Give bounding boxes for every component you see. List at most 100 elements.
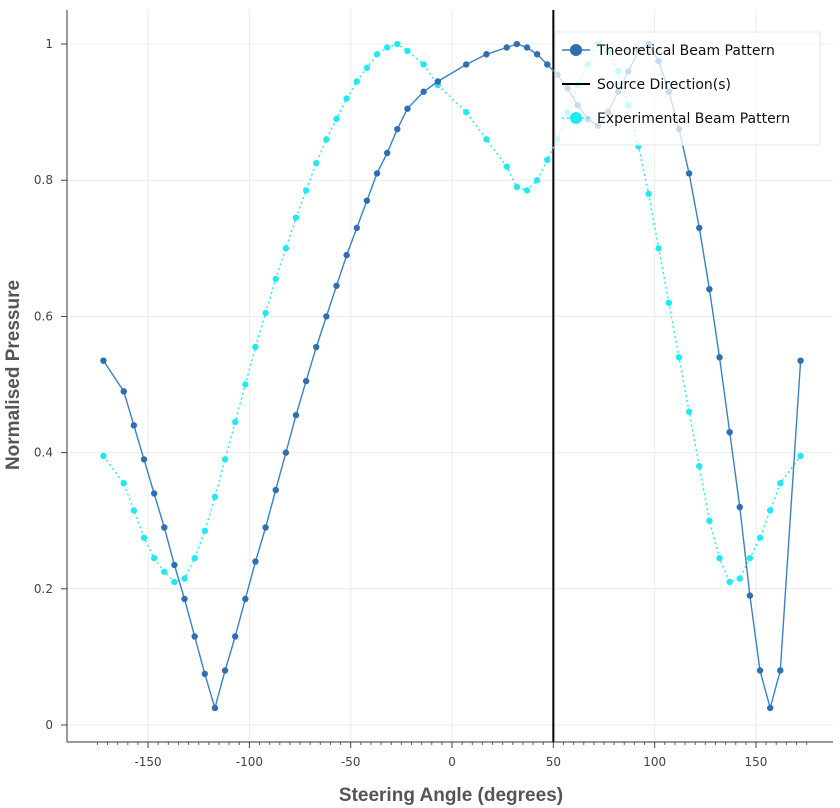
theoretical-point (544, 61, 551, 68)
theoretical-point (483, 51, 490, 58)
experimental-point (665, 299, 673, 306)
theoretical-point (130, 422, 138, 429)
y-axis-label: Normalised Pressure (3, 280, 24, 470)
experimental-point (503, 163, 510, 170)
theoretical-point (685, 170, 693, 177)
experimental-point (302, 187, 310, 194)
x-tick-label: 50 (546, 755, 561, 769)
experimental-point (513, 183, 521, 191)
experimental-point (685, 408, 693, 415)
x-tick-label: 100 (643, 755, 666, 769)
experimental-point (120, 480, 127, 487)
theoretical-point (292, 411, 300, 419)
experimental-point (544, 156, 551, 164)
theoretical-point (523, 44, 531, 51)
experimental-point (756, 534, 764, 541)
experimental-point (394, 40, 401, 48)
experimental-point (221, 456, 229, 463)
experimental-point (675, 354, 683, 361)
experimental-series (100, 40, 804, 586)
experimental-point (343, 95, 350, 102)
theoretical-point (726, 428, 733, 436)
experimental-point (323, 136, 330, 143)
experimental-point (171, 578, 178, 586)
theoretical-point (150, 490, 158, 497)
theoretical-point (323, 313, 330, 320)
experimental-point (191, 554, 198, 562)
experimental-point (726, 578, 733, 586)
experimental-point (746, 554, 754, 562)
legend-experimental-label: Experimental Beam Pattern (597, 111, 790, 127)
theoretical-point (211, 704, 219, 712)
theoretical-point (120, 388, 127, 395)
theoretical-point (434, 78, 442, 85)
theoretical-point (171, 561, 178, 569)
axes (61, 10, 833, 748)
x-tick-label: -150 (134, 755, 161, 769)
y-tick-label: 0.8 (34, 173, 53, 187)
y-tick-label: 0.4 (34, 446, 53, 460)
experimental-point (231, 418, 239, 426)
experimental-point (333, 115, 340, 123)
theoretical-point (716, 354, 723, 361)
theoretical-point (313, 343, 320, 351)
experimental-point (292, 214, 300, 221)
theoretical-point (756, 667, 764, 674)
legend-theoretical-label: Theoretical Beam Pattern (596, 43, 775, 59)
theoretical-point (736, 503, 743, 511)
theoretical-point (191, 633, 198, 640)
theoretical-point (201, 670, 208, 678)
x-tick-label: -100 (236, 755, 263, 769)
legend: Theoretical Beam Pattern Source Directio… (554, 31, 821, 146)
experimental-point (262, 309, 269, 317)
theoretical-point (252, 558, 259, 565)
theoretical-point (353, 224, 360, 232)
theoretical-point (394, 125, 401, 133)
experimental-point (404, 47, 411, 55)
experimental-point (100, 452, 107, 460)
experimental-point (161, 568, 168, 575)
experimental-point (272, 275, 279, 283)
theoretical-point (272, 486, 279, 494)
experimental-point (716, 554, 723, 562)
experimental-point (777, 480, 784, 487)
x-tick-label: 150 (745, 755, 768, 769)
legend-box (554, 31, 821, 146)
experimental-point (736, 575, 743, 582)
experimental-point (140, 534, 148, 541)
legend-theoretical-marker (570, 44, 582, 56)
experimental-point (130, 507, 138, 514)
y-tick-label: 1 (45, 37, 53, 51)
theoretical-point (463, 61, 470, 68)
legend-source-label: Source Direction(s) (597, 77, 731, 93)
experimental-point (645, 190, 652, 198)
theoretical-point (333, 282, 340, 289)
theoretical-point (383, 149, 391, 157)
theoretical-point (262, 524, 269, 531)
theoretical-point (706, 285, 713, 293)
experimental-point (282, 245, 290, 252)
theoretical-point (231, 633, 239, 640)
experimental-point (533, 177, 541, 184)
experimental-point (766, 507, 774, 514)
theoretical-point (404, 105, 411, 112)
x-tick-label: 0 (448, 755, 456, 769)
theoretical-point (777, 667, 784, 674)
experimental-point (201, 527, 208, 535)
theoretical-point (766, 704, 774, 712)
y-tick-label: 0 (45, 718, 53, 732)
theoretical-point (282, 449, 290, 456)
theoretical-point (746, 592, 754, 599)
x-axis-label: Steering Angle (degrees) (339, 785, 563, 806)
x-tick-label: -50 (341, 755, 361, 769)
experimental-point (150, 554, 158, 562)
experimental-point (696, 463, 703, 470)
theoretical-point (161, 524, 168, 531)
theoretical-point (373, 170, 381, 177)
experimental-point (313, 160, 320, 167)
theoretical-point (181, 595, 188, 603)
experimental-point (211, 493, 219, 501)
theoretical-point (503, 44, 510, 51)
experimental-point (655, 245, 662, 252)
